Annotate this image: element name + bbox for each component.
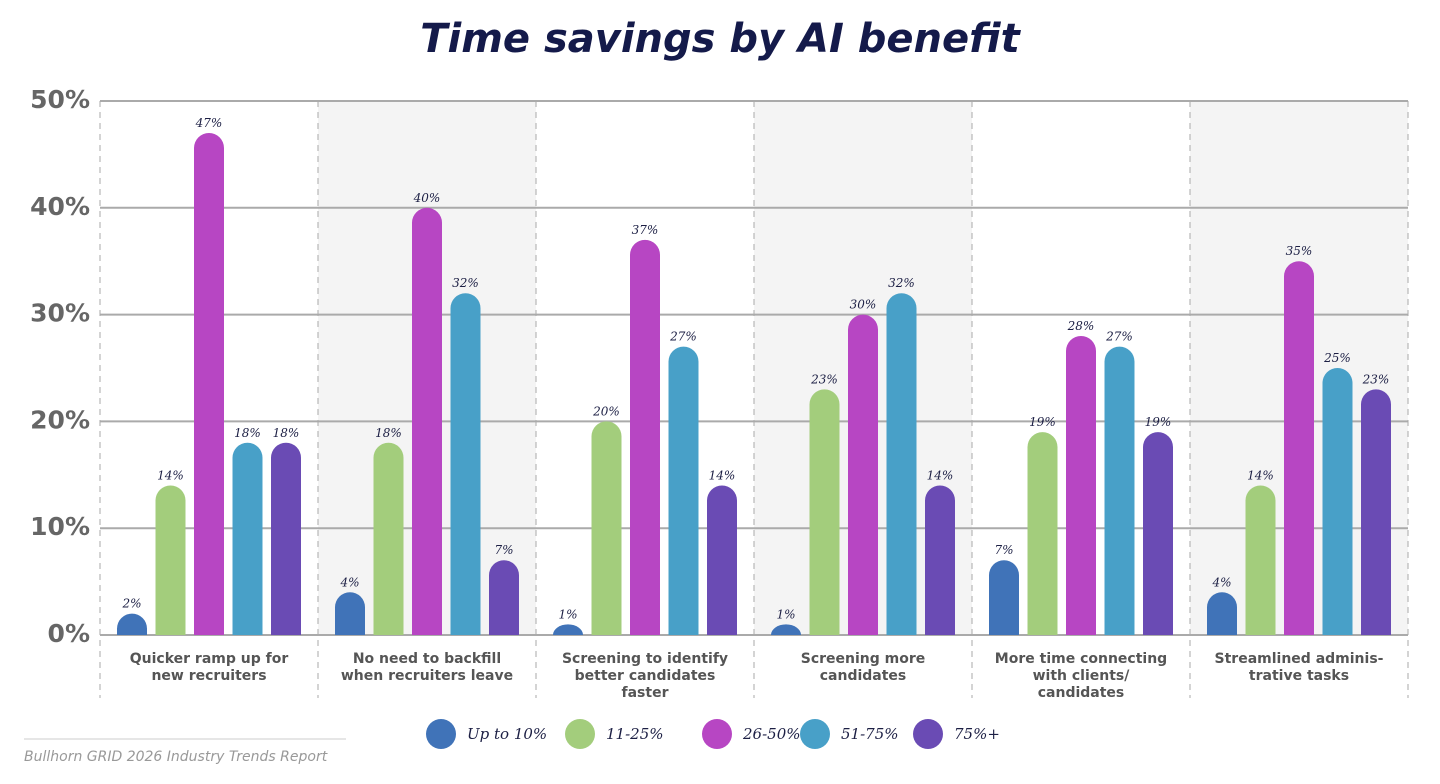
bar xyxy=(809,389,840,635)
bar xyxy=(489,560,519,635)
legend-swatch xyxy=(702,719,732,749)
y-tick-label: 10% xyxy=(30,512,90,541)
value-label: 14% xyxy=(1247,468,1274,482)
bar xyxy=(335,592,365,635)
x-tick-label: Streamlined adminis-trative tasks xyxy=(1215,651,1384,684)
legend-swatch xyxy=(800,719,830,749)
bar xyxy=(194,133,224,636)
value-label: 4% xyxy=(1211,575,1231,589)
bar xyxy=(1143,432,1173,635)
chart-title: Time savings by AI benefit xyxy=(420,16,1021,62)
value-label: 37% xyxy=(632,223,659,237)
bar xyxy=(1284,261,1315,635)
value-label: 14% xyxy=(157,468,184,482)
legend-label: 11-25% xyxy=(606,725,664,743)
bar xyxy=(553,624,583,635)
bar xyxy=(848,314,878,635)
legend-label: 26-50% xyxy=(742,725,801,743)
value-label: 27% xyxy=(669,330,697,344)
value-label: 1% xyxy=(558,607,577,621)
value-label: 18% xyxy=(375,426,402,440)
value-label: 40% xyxy=(413,191,441,205)
value-label: 1% xyxy=(776,607,795,621)
bar xyxy=(707,485,737,635)
legend-label: Up to 10% xyxy=(467,725,547,743)
legend-label: 75%+ xyxy=(954,725,1000,743)
value-label: 32% xyxy=(452,276,479,290)
bar xyxy=(412,207,442,635)
y-tick-label: 40% xyxy=(30,192,90,221)
bar xyxy=(1322,368,1353,635)
bar xyxy=(271,442,301,635)
bar xyxy=(771,624,801,635)
value-label: 7% xyxy=(994,543,1013,557)
bar xyxy=(668,346,699,635)
bar xyxy=(373,442,404,635)
bar xyxy=(232,442,263,635)
value-label: 20% xyxy=(592,404,620,418)
value-label: 19% xyxy=(1029,415,1056,429)
x-tick-label: Screening more candidates xyxy=(801,651,926,684)
value-label: 27% xyxy=(1105,330,1133,344)
y-tick-label: 20% xyxy=(30,405,90,434)
bar xyxy=(989,560,1019,635)
bar xyxy=(1066,335,1097,635)
value-label: 2% xyxy=(121,597,141,611)
bar xyxy=(1104,346,1135,635)
value-label: 32% xyxy=(888,276,915,290)
value-label: 28% xyxy=(1067,319,1095,333)
bar xyxy=(117,613,147,635)
x-tick-label: Screening to identify better candidates fa… xyxy=(562,651,728,701)
x-tick-label: Quicker ramp up for new recruiters xyxy=(130,651,289,684)
value-label: 25% xyxy=(1323,351,1351,365)
value-label: 47% xyxy=(195,116,223,130)
value-label: 30% xyxy=(850,298,877,312)
legend-label: 51-75% xyxy=(841,725,899,743)
legend-swatch xyxy=(426,719,456,749)
y-tick-label: 30% xyxy=(30,299,90,328)
bar xyxy=(1361,389,1391,635)
x-tick-label: No need to backfill when recruiters leave xyxy=(341,651,513,684)
bar xyxy=(591,421,622,635)
bar xyxy=(450,293,481,635)
value-label: 4% xyxy=(339,575,359,589)
value-label: 23% xyxy=(1362,372,1390,386)
value-label: 7% xyxy=(494,543,513,557)
value-label: 19% xyxy=(1145,415,1172,429)
value-label: 23% xyxy=(810,372,838,386)
source: Bullhorn GRID 2026 Industry Trends Repor… xyxy=(24,749,328,765)
y-tick-label: 0% xyxy=(48,619,90,648)
bar xyxy=(630,239,660,635)
value-label: 18% xyxy=(234,426,261,440)
x-tick-label: More time connecting with clients/candida… xyxy=(995,651,1167,701)
bar xyxy=(1245,485,1276,635)
value-label: 18% xyxy=(273,426,300,440)
y-tick-label: 50% xyxy=(30,85,90,114)
legend-swatch xyxy=(913,719,943,749)
value-label: 35% xyxy=(1286,244,1313,258)
bar xyxy=(886,293,917,635)
bar xyxy=(155,485,186,635)
bar xyxy=(1027,432,1058,635)
legend-swatch xyxy=(565,719,595,749)
value-label: 14% xyxy=(927,468,954,482)
bar xyxy=(1207,592,1237,635)
bar xyxy=(925,485,955,635)
value-label: 14% xyxy=(709,468,736,482)
